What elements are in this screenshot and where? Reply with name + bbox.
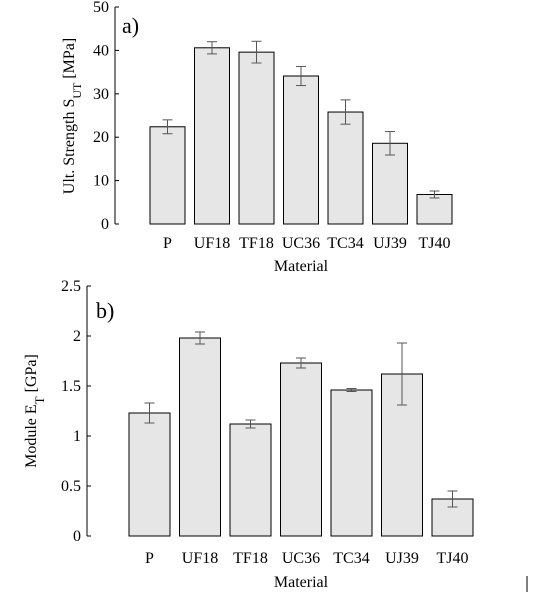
x-axis-label-a: Material [274, 258, 329, 275]
bar-a [149, 126, 186, 225]
x-tick-label-b: UC36 [282, 550, 320, 567]
bar-b [179, 337, 221, 537]
x-tick-label-b: TC34 [333, 550, 369, 567]
x-tick-label-a: UF18 [194, 235, 230, 252]
y-tick-label-b: 1.5 [61, 378, 81, 395]
y-tick-label-a: 20 [93, 129, 109, 146]
x-tick-label-b: TJ40 [437, 550, 469, 567]
y-axis-label-b-sub: T [32, 396, 47, 404]
x-tick-label-b: UF18 [182, 550, 218, 567]
bar-a [327, 111, 364, 225]
y-axis-label-b: Module ET [GPa] [23, 354, 47, 468]
y-tick-label-a: 10 [93, 173, 109, 190]
y-tick-label-b: 0.5 [61, 478, 81, 495]
panel-label-a: a) [122, 13, 139, 38]
panel-label-b: b) [96, 298, 114, 323]
y-tick-label-b: 2 [73, 328, 81, 345]
y-tick-label-b: 0 [73, 528, 81, 545]
y-axis-label-a: Ult. Strength SUT [MPa] [61, 38, 84, 194]
x-tick-label-a: UJ39 [373, 235, 407, 252]
chart-a: a) Material Ult. Strength SUT [MPa] 0 10 2… [61, 0, 453, 275]
y-tick-label-a: 40 [93, 42, 109, 59]
bar-b [128, 412, 171, 537]
bar-b [229, 423, 272, 537]
bar-b [280, 362, 322, 537]
bar-a [416, 193, 453, 225]
bar-b [330, 389, 373, 537]
x-tick-label-a: P [163, 235, 172, 252]
y-tick-label-a: 50 [93, 0, 109, 16]
y-axis-label-a-unit: [MPa] [61, 38, 78, 83]
y-tick-label-a: 30 [93, 86, 109, 103]
y-axis-label-a-main: Ult. Strength S [61, 99, 78, 195]
bar-a [194, 47, 230, 225]
y-axis-label-a-sub: UT [70, 82, 84, 99]
bar-a [372, 142, 408, 225]
x-tick-label-b: TF18 [233, 550, 268, 567]
y-tick-label-b: 1 [73, 428, 81, 445]
y-tick-label-b: 2.5 [61, 278, 81, 295]
chart-b: b) Material Module ET [GPa] 0 0.5 1 1.5 2 2.5… [23, 278, 474, 591]
x-tick-label-a: TC34 [327, 235, 363, 252]
y-tick-label-a: 0 [101, 216, 109, 233]
y-axis-label-b-unit: [GPa] [23, 354, 40, 396]
x-axis-label-b: Material [274, 574, 329, 591]
x-tick-label-b: P [145, 550, 154, 567]
x-tick-label-a: TF18 [239, 235, 274, 252]
x-tick-label-a: TJ40 [419, 235, 451, 252]
y-axis-label-b-main: Module E [23, 404, 40, 468]
bar-a [238, 51, 275, 225]
x-tick-label-a: UC36 [282, 235, 320, 252]
bar-a [283, 75, 319, 225]
x-tick-label-b: UJ39 [385, 550, 419, 567]
